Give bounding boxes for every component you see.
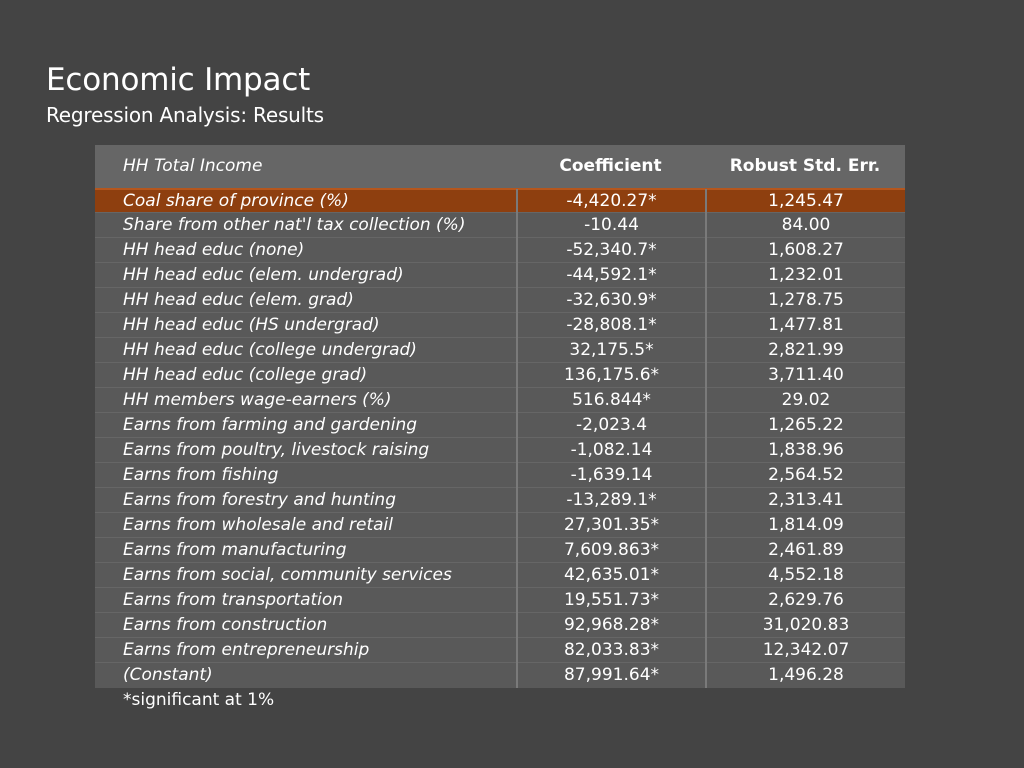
variable-cell: HH members wage-earners (%) [123, 389, 392, 410]
regression-table: HH Total Income Coefficient Robust Std. … [95, 145, 905, 688]
coefficient-cell: -4,420.27* [516, 188, 705, 214]
variable-cell: Earns from transportation [123, 589, 344, 610]
coefficient-cell: -2,023.4 [516, 412, 705, 438]
variable-cell: HH head educ (elem. undergrad) [123, 264, 404, 285]
variable-cell: Earns from entrepreneurship [123, 639, 370, 660]
coefficient-cell: 92,968.28* [516, 612, 705, 638]
coefficient-cell: 42,635.01* [516, 562, 705, 588]
variable-cell: Earns from social, community services [123, 564, 452, 585]
variable-cell: Earns from fishing [123, 464, 279, 485]
table-header: HH Total Income Coefficient Robust Std. … [95, 145, 905, 188]
coefficient-cell: 19,551.73* [516, 587, 705, 613]
variable-cell: Earns from farming and gardening [123, 414, 418, 435]
std-err-cell: 1,232.01 [705, 262, 905, 288]
footnote: *significant at 1% [123, 690, 275, 710]
variable-cell: HH head educ (college grad) [123, 364, 368, 385]
variable-cell: HH head educ (college undergrad) [123, 339, 417, 360]
table-row: HH head educ (elem. undergrad) -44,592.1*… [95, 262, 905, 288]
header-coefficient: Coefficient [559, 156, 662, 176]
table-row: (Constant) 87,991.64* 1,496.28 [95, 663, 905, 688]
variable-cell: Earns from construction [123, 614, 328, 635]
table-row: Earns from construction 92,968.28* 31,020.… [95, 612, 905, 638]
header-dependent-variable: HH Total Income [123, 156, 263, 176]
table-row: Earns from farming and gardening -2,023.4… [95, 412, 905, 438]
std-err-cell: 3,711.40 [705, 362, 905, 388]
std-err-cell: 2,564.52 [705, 462, 905, 488]
coefficient-cell: -44,592.1* [516, 262, 705, 288]
variable-cell: Share from other nat'l tax collection (%… [123, 214, 466, 235]
table-row: Earns from poultry, livestock raising -1,… [95, 437, 905, 463]
coefficient-cell: 516.844* [516, 387, 705, 413]
coefficient-cell: 7,609.863* [516, 537, 705, 563]
std-err-cell: 1,278.75 [705, 287, 905, 313]
std-err-cell: 1,245.47 [705, 188, 905, 214]
table-row: Earns from forestry and hunting -13,289.1… [95, 487, 905, 513]
variable-cell: Earns from forestry and hunting [123, 489, 396, 510]
coefficient-cell: -1,082.14 [516, 437, 705, 463]
table-row: Earns from entrepreneurship 82,033.83* 12,… [95, 637, 905, 663]
variable-cell: Earns from wholesale and retail [123, 514, 394, 535]
table-row: Coal share of province (%) -4,420.27* 1,24… [95, 188, 905, 214]
table-row: Earns from fishing -1,639.14 2,564.52 [95, 462, 905, 488]
header-robust-std-err: Robust Std. Err. [729, 156, 881, 176]
table-row: HH head educ (none) -52,340.7* 1,608.27 [95, 237, 905, 263]
std-err-cell: 1,496.28 [705, 663, 905, 688]
table-row: HH head educ (college grad) 136,175.6* 3,7… [95, 362, 905, 388]
std-err-cell: 12,342.07 [705, 637, 905, 663]
std-err-cell: 4,552.18 [705, 562, 905, 588]
table-row: HH head educ (elem. grad) -32,630.9* 1,278… [95, 287, 905, 313]
table-row: HH members wage-earners (%) 516.844* 29.02 [95, 387, 905, 413]
coefficient-cell: 136,175.6* [516, 362, 705, 388]
variable-cell: HH head educ (none) [123, 239, 305, 260]
slide-title: Economic Impact [46, 62, 311, 98]
std-err-cell: 31,020.83 [705, 612, 905, 638]
std-err-cell: 2,313.41 [705, 487, 905, 513]
table-row: Earns from manufacturing 7,609.863* 2,461.… [95, 537, 905, 563]
table-row: Share from other nat'l tax collection (%… [95, 212, 905, 238]
table-row: Earns from social, community services 42,… [95, 562, 905, 588]
coefficient-cell: 87,991.64* [516, 663, 705, 688]
table-row: HH head educ (college undergrad) 32,175.5… [95, 337, 905, 363]
coefficient-cell: -10.44 [516, 212, 705, 238]
variable-cell: (Constant) [123, 665, 213, 685]
variable-cell: HH head educ (elem. grad) [123, 289, 354, 310]
coefficient-cell: -52,340.7* [516, 237, 705, 263]
coefficient-cell: -28,808.1* [516, 312, 705, 338]
std-err-cell: 2,461.89 [705, 537, 905, 563]
table-row: Earns from transportation 19,551.73* 2,629… [95, 587, 905, 613]
std-err-cell: 1,838.96 [705, 437, 905, 463]
coefficient-cell: -13,289.1* [516, 487, 705, 513]
std-err-cell: 84.00 [705, 212, 905, 238]
std-err-cell: 29.02 [705, 387, 905, 413]
variable-cell: HH head educ (HS undergrad) [123, 314, 380, 335]
table-row: HH head educ (HS undergrad) -28,808.1* 1,4… [95, 312, 905, 338]
table-body: Coal share of province (%) -4,420.27* 1,24… [95, 188, 905, 688]
coefficient-cell: 27,301.35* [516, 512, 705, 538]
variable-cell: Earns from manufacturing [123, 539, 347, 560]
coefficient-cell: 82,033.83* [516, 637, 705, 663]
std-err-cell: 1,265.22 [705, 412, 905, 438]
coefficient-cell: -1,639.14 [516, 462, 705, 488]
std-err-cell: 1,477.81 [705, 312, 905, 338]
std-err-cell: 1,608.27 [705, 237, 905, 263]
variable-cell: Coal share of province (%) [123, 190, 349, 211]
std-err-cell: 2,629.76 [705, 587, 905, 613]
slide-subtitle: Regression Analysis: Results [46, 103, 324, 127]
coefficient-cell: 32,175.5* [516, 337, 705, 363]
table-row: Earns from wholesale and retail 27,301.35… [95, 512, 905, 538]
std-err-cell: 2,821.99 [705, 337, 905, 363]
variable-cell: Earns from poultry, livestock raising [123, 439, 430, 460]
coefficient-cell: -32,630.9* [516, 287, 705, 313]
std-err-cell: 1,814.09 [705, 512, 905, 538]
